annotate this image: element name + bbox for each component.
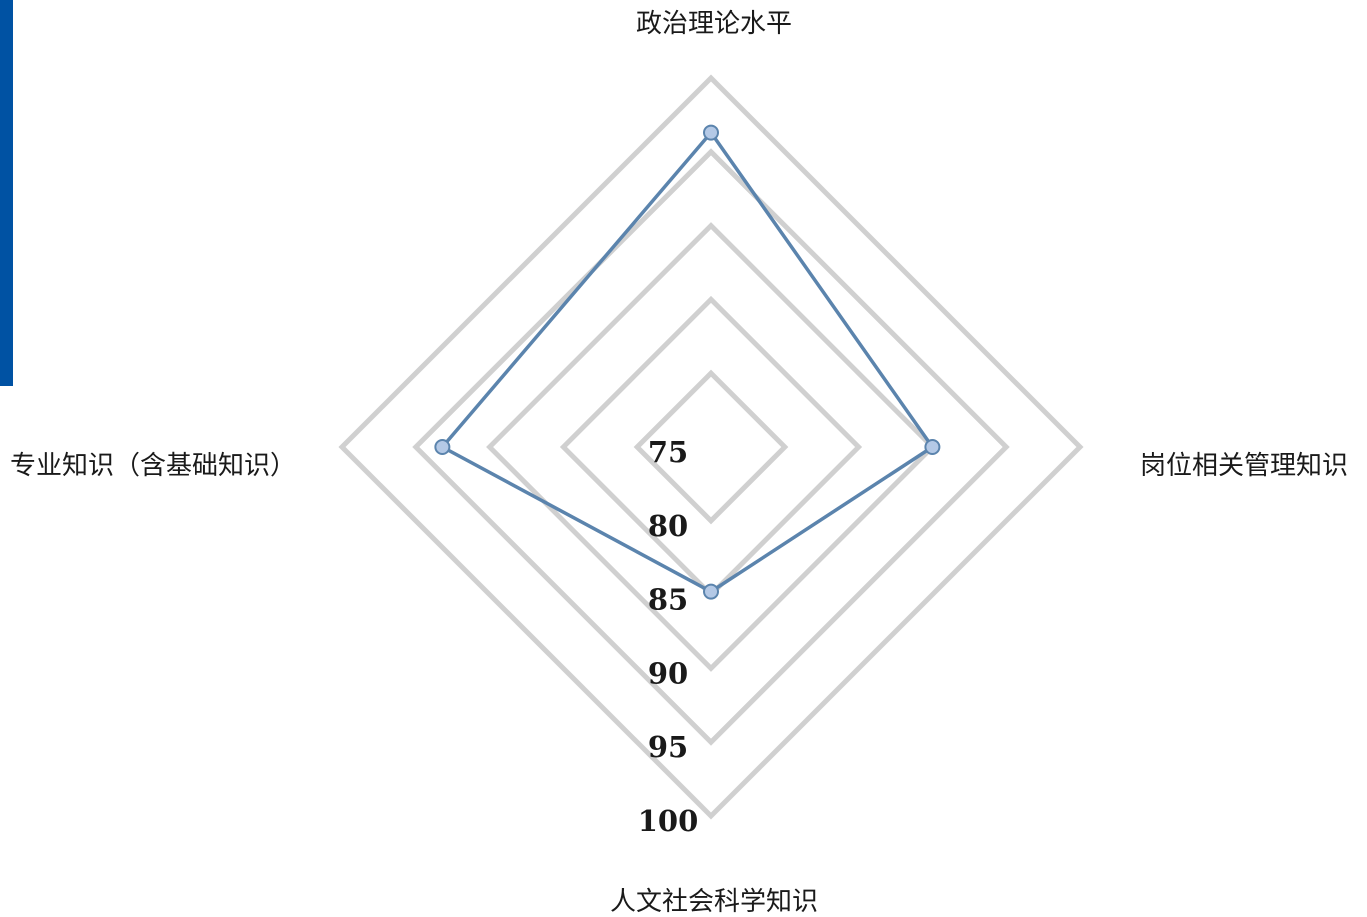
radar-grid (338, 74, 1084, 820)
grid-ring-80 (633, 369, 789, 525)
tick-label-85: 85 (648, 583, 688, 617)
accent-bar (0, 0, 13, 386)
radar-axis-labels: 政治理论水平 岗位相关管理知识 人文社会科学知识 专业知识（含基础知识） (10, 9, 1348, 917)
grid-ring-90 (486, 222, 936, 672)
tick-label-95: 95 (648, 730, 688, 764)
grid-ring-100 (338, 74, 1084, 820)
axis-label-top: 政治理论水平 (636, 9, 792, 39)
tick-label-90: 90 (648, 656, 688, 690)
grid-ring-95 (412, 148, 1010, 746)
radar-series (434, 124, 941, 600)
axis-label-left: 专业知识（含基础知识） (10, 451, 296, 481)
data-point-1 (924, 439, 941, 455)
tick-label-80: 80 (648, 509, 688, 543)
data-point-2 (703, 583, 719, 600)
data-point-3 (434, 439, 451, 455)
data-point-0 (703, 124, 719, 141)
axis-label-right: 岗位相关管理知识 (1140, 451, 1348, 481)
grid-ring-85 (559, 295, 863, 599)
tick-label-75: 75 (648, 435, 688, 469)
tick-label-100: 100 (638, 804, 699, 838)
axis-label-bottom: 人文社会科学知识 (610, 887, 818, 917)
radar-tick-labels: 75 80 85 90 95 100 (638, 435, 699, 838)
